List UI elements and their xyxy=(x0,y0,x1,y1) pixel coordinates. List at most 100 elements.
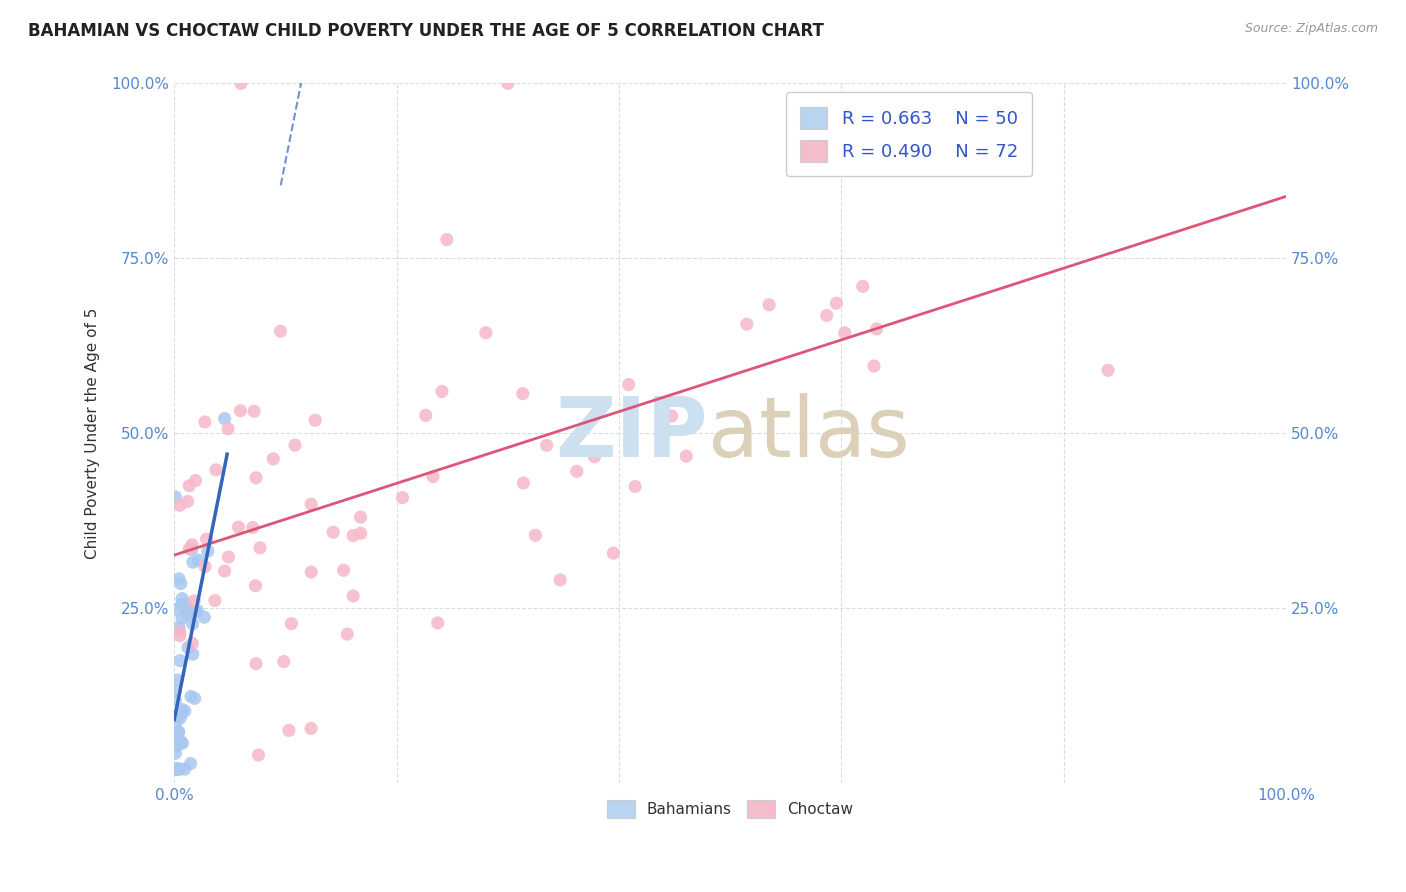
Point xyxy=(167,762,190,776)
Point xyxy=(167,572,190,586)
Point xyxy=(170,706,193,721)
Point xyxy=(179,541,201,556)
Point xyxy=(422,469,444,483)
Point xyxy=(167,762,190,776)
Point xyxy=(173,762,195,776)
Legend: Bahamians, Choctaw: Bahamians, Choctaw xyxy=(602,794,859,824)
Point xyxy=(242,520,264,534)
Point xyxy=(304,413,326,427)
Point xyxy=(166,673,188,687)
Point xyxy=(624,479,647,493)
Point xyxy=(169,499,191,513)
Point xyxy=(284,438,307,452)
Point xyxy=(536,438,558,452)
Point xyxy=(245,579,267,593)
Point xyxy=(169,706,191,721)
Point xyxy=(187,553,209,567)
Point xyxy=(181,555,204,569)
Point xyxy=(617,377,640,392)
Point xyxy=(214,411,236,425)
Point xyxy=(217,422,239,436)
Point xyxy=(181,616,204,631)
Point xyxy=(176,494,198,508)
Point xyxy=(195,532,218,546)
Point xyxy=(349,510,371,524)
Point xyxy=(166,602,188,616)
Point xyxy=(229,403,252,417)
Point xyxy=(475,326,498,340)
Point xyxy=(169,654,191,668)
Point xyxy=(169,629,191,643)
Point xyxy=(436,233,458,247)
Point xyxy=(524,528,547,542)
Point xyxy=(174,597,197,611)
Point xyxy=(204,593,226,607)
Point xyxy=(184,474,207,488)
Point xyxy=(602,546,624,560)
Point xyxy=(165,692,187,706)
Point xyxy=(217,549,239,564)
Point xyxy=(243,404,266,418)
Point xyxy=(280,616,302,631)
Point xyxy=(277,723,299,738)
Text: atlas: atlas xyxy=(707,392,910,474)
Point xyxy=(165,746,187,760)
Point xyxy=(166,710,188,724)
Point xyxy=(169,711,191,725)
Point xyxy=(173,704,195,718)
Point xyxy=(194,415,217,429)
Point xyxy=(273,655,295,669)
Point xyxy=(512,475,534,490)
Point xyxy=(735,317,758,331)
Point xyxy=(170,598,193,612)
Point xyxy=(165,718,187,732)
Text: ZIP: ZIP xyxy=(555,392,707,474)
Point xyxy=(245,471,267,485)
Point xyxy=(269,324,291,338)
Text: BAHAMIAN VS CHOCTAW CHILD POVERTY UNDER THE AGE OF 5 CORRELATION CHART: BAHAMIAN VS CHOCTAW CHILD POVERTY UNDER … xyxy=(28,22,824,40)
Point xyxy=(179,479,201,493)
Point xyxy=(177,607,200,622)
Point xyxy=(170,576,193,591)
Point xyxy=(322,525,344,540)
Point xyxy=(391,491,413,505)
Point xyxy=(184,605,207,619)
Point xyxy=(350,526,373,541)
Point xyxy=(332,563,354,577)
Point xyxy=(661,409,683,423)
Point xyxy=(583,450,606,464)
Point xyxy=(863,359,886,373)
Point xyxy=(205,463,228,477)
Point xyxy=(815,309,838,323)
Point xyxy=(245,657,267,671)
Point xyxy=(170,735,193,749)
Point xyxy=(183,691,205,706)
Point xyxy=(852,279,875,293)
Y-axis label: Child Poverty Under the Age of 5: Child Poverty Under the Age of 5 xyxy=(86,308,100,559)
Point xyxy=(165,727,187,741)
Point xyxy=(165,762,187,776)
Point xyxy=(193,610,215,624)
Text: Source: ZipAtlas.com: Source: ZipAtlas.com xyxy=(1244,22,1378,36)
Point xyxy=(172,591,194,606)
Point xyxy=(865,322,887,336)
Point xyxy=(172,611,194,625)
Point xyxy=(299,497,322,511)
Point xyxy=(342,589,364,603)
Point xyxy=(249,541,271,555)
Point xyxy=(834,326,856,340)
Point xyxy=(177,640,200,655)
Point xyxy=(845,129,868,144)
Point xyxy=(336,627,359,641)
Point xyxy=(186,604,208,618)
Point xyxy=(565,464,588,478)
Point xyxy=(165,684,187,698)
Point xyxy=(299,565,322,579)
Point xyxy=(181,636,204,650)
Point xyxy=(172,736,194,750)
Point xyxy=(165,762,187,776)
Point xyxy=(426,615,449,630)
Point xyxy=(183,594,205,608)
Point xyxy=(299,722,322,736)
Point xyxy=(170,702,193,716)
